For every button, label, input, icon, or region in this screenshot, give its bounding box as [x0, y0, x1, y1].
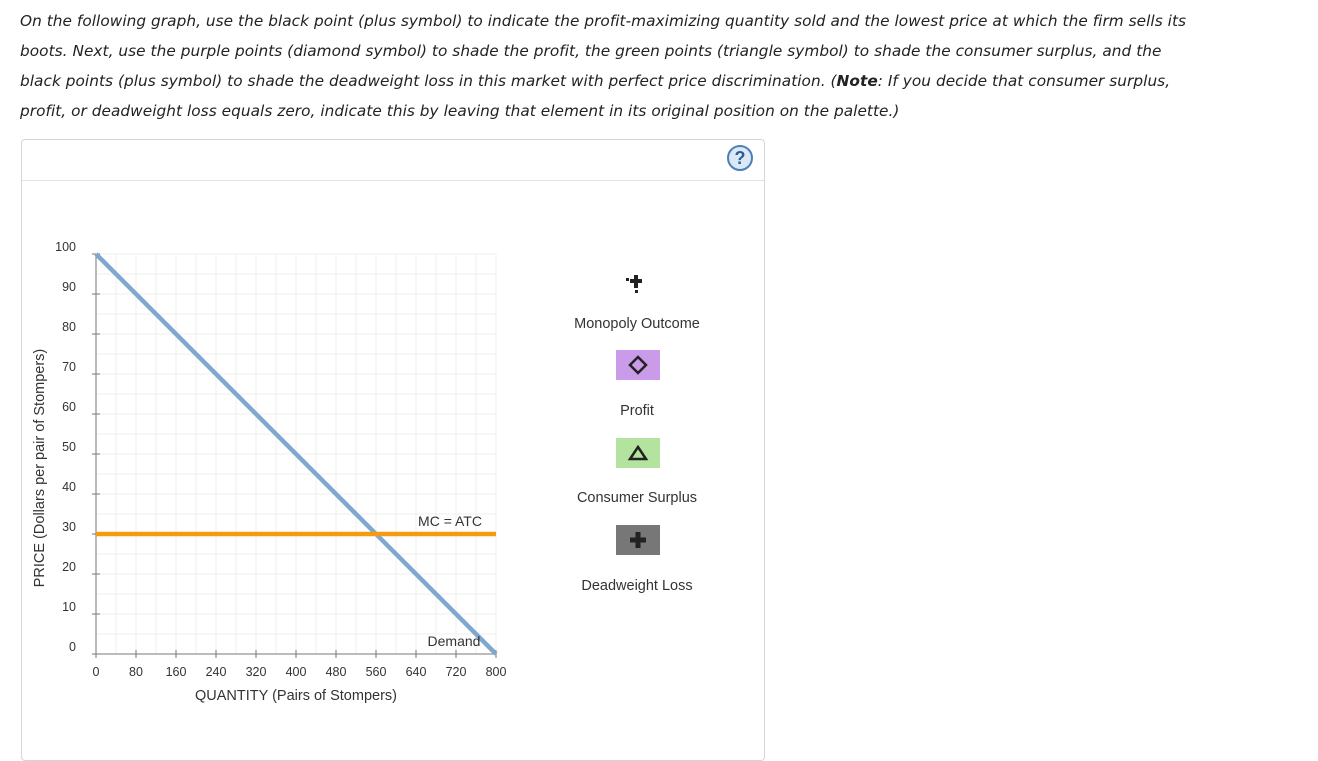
profit-swatch — [616, 350, 660, 380]
help-icon: ? — [734, 148, 746, 168]
instructions-text: On the following graph, use the black po… — [20, 6, 1200, 126]
x-tick-label: 640 — [406, 665, 427, 679]
demand-label: Demand — [428, 633, 481, 649]
y-tick-label: 20 — [62, 560, 76, 574]
profit-label: Profit — [620, 403, 654, 419]
x-axis-label: QUANTITY (Pairs of Stompers) — [195, 688, 397, 704]
demand-curve — [94, 252, 498, 656]
x-tick-label: 0 — [93, 665, 100, 679]
y-tick-label: 10 — [62, 600, 76, 614]
plus-point-icon — [626, 275, 642, 293]
x-tick-label: 320 — [246, 665, 267, 679]
triangle-icon — [627, 444, 649, 461]
y-tick-label: 80 — [62, 320, 76, 334]
deadweight-loss-swatch — [616, 525, 660, 555]
note-label: Note — [836, 72, 878, 90]
consumer-surplus-tool[interactable]: Consumer Surplus — [537, 438, 737, 510]
chart[interactable]: 0 80 160 240 320 400 480 560 640 720 800 0 10 20 30 40 5… — [22, 140, 764, 740]
x-tick-label: 480 — [326, 665, 347, 679]
deadweight-loss-label: Deadweight Loss — [581, 578, 693, 594]
y-tick-label: 100 — [55, 240, 76, 254]
plus-icon — [630, 532, 646, 548]
monopoly-outcome-label: Monopoly Outcome — [574, 316, 700, 332]
series: Demand MC = ATC — [94, 252, 498, 656]
x-tick-label: 80 — [129, 665, 143, 679]
y-tick-label: 50 — [62, 440, 76, 454]
y-tick-label: 70 — [62, 360, 76, 374]
monopoly-outcome-tool[interactable]: Monopoly Outcome — [537, 265, 737, 335]
x-tick-label: 160 — [166, 665, 187, 679]
deadweight-loss-tool[interactable]: Deadweight Loss — [537, 525, 737, 597]
instructions-part2: : If you decide that consumer surplus, p… — [20, 72, 1171, 120]
panel-header: ? — [22, 140, 764, 181]
profit-tool[interactable]: Profit — [537, 350, 737, 422]
help-button[interactable]: ? — [727, 145, 753, 171]
y-tick-label: 40 — [62, 480, 76, 494]
graph-panel: ? 0 80 160 240 320 400 480 560 640 720 800 0 10 20 30 4… — [21, 139, 765, 761]
tick-labels: 0 80 160 240 320 400 480 560 640 720 800 0 10 20 30 40 5… — [55, 240, 506, 679]
y-tick-label: 30 — [62, 520, 76, 534]
diamond-icon — [628, 355, 648, 375]
x-tick-label: 720 — [446, 665, 467, 679]
y-tick-label: 60 — [62, 400, 76, 414]
y-tick-label: 90 — [62, 280, 76, 294]
x-tick-label: 400 — [286, 665, 307, 679]
y-tick-label: 0 — [69, 640, 76, 654]
instructions-part1: On the following graph, use the black po… — [20, 12, 1187, 90]
y-axis-label: PRICE (Dollars per pair of Stompers) — [32, 349, 48, 588]
x-tick-label: 240 — [206, 665, 227, 679]
mc-atc-label: MC = ATC — [418, 513, 482, 529]
x-tick-label: 560 — [366, 665, 387, 679]
consumer-surplus-label: Consumer Surplus — [576, 490, 698, 506]
x-tick-label: 800 — [486, 665, 507, 679]
consumer-surplus-swatch — [616, 438, 660, 468]
